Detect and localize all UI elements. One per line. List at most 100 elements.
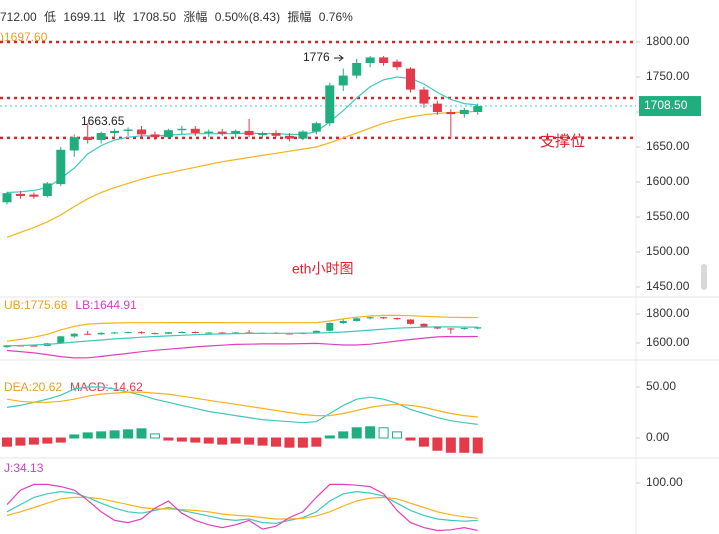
candle-body — [205, 332, 213, 334]
plot: 1800.001750.001700.001650.001600.001550.… — [0, 34, 701, 532]
macd-bar — [123, 429, 134, 439]
candle-body — [406, 68, 415, 90]
macd-bar — [472, 437, 483, 454]
candle-body — [97, 332, 105, 335]
candle-body — [446, 112, 456, 115]
macd-bar — [230, 437, 241, 444]
macd-bar — [418, 437, 429, 447]
candle-body — [353, 318, 361, 321]
candle-body — [258, 133, 268, 136]
macd-bar — [338, 431, 349, 439]
candle-body — [151, 333, 159, 335]
candle-body — [164, 332, 172, 334]
indicator-label: MACD:-14.62 — [70, 380, 143, 394]
macd-bar — [459, 437, 470, 453]
macd-bar — [405, 437, 416, 441]
y-tick-label: 1600.00 — [646, 335, 690, 349]
scroll-handle[interactable] — [701, 264, 707, 290]
candle-body — [15, 193, 25, 196]
y-tick-label: 1450.00 — [646, 279, 690, 293]
candle-body — [111, 332, 119, 334]
y-tick-label: 50.00 — [646, 379, 676, 393]
candle-body — [420, 323, 428, 327]
candle-body — [419, 89, 429, 104]
y-tick-label: 1550.00 — [646, 209, 690, 223]
macd-bar — [244, 437, 255, 445]
candle-body — [29, 194, 39, 197]
candle-body — [137, 129, 146, 135]
candle-body — [70, 333, 78, 337]
candle-body — [217, 131, 227, 134]
last-price-label: 1708.50 — [644, 98, 688, 112]
y-tick-label: 1800.00 — [646, 34, 690, 48]
macd-bar — [432, 437, 443, 451]
indicator-line — [6, 335, 478, 359]
header: 712.00 低 1699.11 收 1708.50 涨幅 0.50%(8.43… — [0, 9, 353, 24]
close-value: 1708.50 — [133, 10, 177, 24]
candle-body — [123, 129, 133, 131]
candle-body — [84, 333, 92, 335]
candle-body — [284, 135, 294, 139]
annotation-arrow-head — [338, 54, 344, 62]
indicator-line — [6, 483, 478, 532]
macd-bar — [365, 426, 376, 439]
indicator-line — [6, 314, 478, 342]
ma-label: )1697.60 — [0, 30, 48, 44]
macd-bar — [69, 434, 80, 439]
candle-body — [393, 318, 401, 320]
candle-body — [392, 61, 402, 68]
macd-bar — [149, 433, 160, 439]
macd-bar — [445, 437, 456, 453]
candle-body — [474, 327, 482, 329]
candle-body — [178, 331, 186, 333]
candle-body — [298, 131, 308, 139]
candle-body — [433, 326, 441, 329]
candle-body — [83, 137, 93, 140]
candle-body — [326, 322, 334, 331]
macd-bar — [136, 428, 147, 439]
macd-bar — [378, 427, 389, 439]
indicator-label: UB:1775.68 — [4, 298, 68, 312]
y-tick-label: 1750.00 — [646, 69, 690, 83]
y-tick-label: 1650.00 — [646, 139, 690, 153]
macd-bar — [190, 437, 201, 443]
candle-body — [432, 103, 442, 112]
candle-body — [473, 106, 483, 112]
candle-body — [177, 128, 187, 131]
y-tick-label: 100.00 — [646, 475, 683, 489]
indicator-line — [6, 110, 478, 238]
candle-body — [312, 330, 320, 333]
macd-bar — [324, 435, 335, 439]
candle-body — [110, 130, 120, 133]
indicator-line — [6, 490, 478, 524]
candle-body — [138, 332, 145, 334]
low-annotation: 1663.65 — [81, 114, 125, 128]
macd-bar — [2, 437, 12, 447]
candle-body — [232, 332, 240, 334]
candle-body — [379, 57, 389, 63]
macd-bar — [284, 437, 295, 448]
indicator-line — [6, 391, 478, 418]
candle-body — [3, 345, 11, 348]
change-value: 0.50%(8.43) — [215, 10, 280, 24]
macd-bar — [176, 437, 187, 442]
candle-body — [190, 128, 200, 133]
candle-body — [460, 328, 468, 330]
candle-body — [163, 130, 173, 138]
candle-body — [285, 333, 293, 335]
candle-body — [124, 332, 132, 334]
indicator-line — [6, 76, 478, 194]
candle-body — [271, 133, 281, 136]
candle-body — [42, 183, 52, 196]
macd-bar — [271, 437, 281, 447]
macd-bar — [15, 437, 26, 446]
candle-body — [366, 317, 374, 319]
candle-body — [459, 109, 469, 115]
y-tick-label: 1500.00 — [646, 244, 690, 258]
macd-bar — [55, 437, 66, 443]
y-tick-label: 1600.00 — [646, 174, 690, 188]
y-tick-label: 0.00 — [646, 430, 670, 444]
candle-body — [352, 63, 362, 76]
macd-bar — [217, 437, 228, 445]
